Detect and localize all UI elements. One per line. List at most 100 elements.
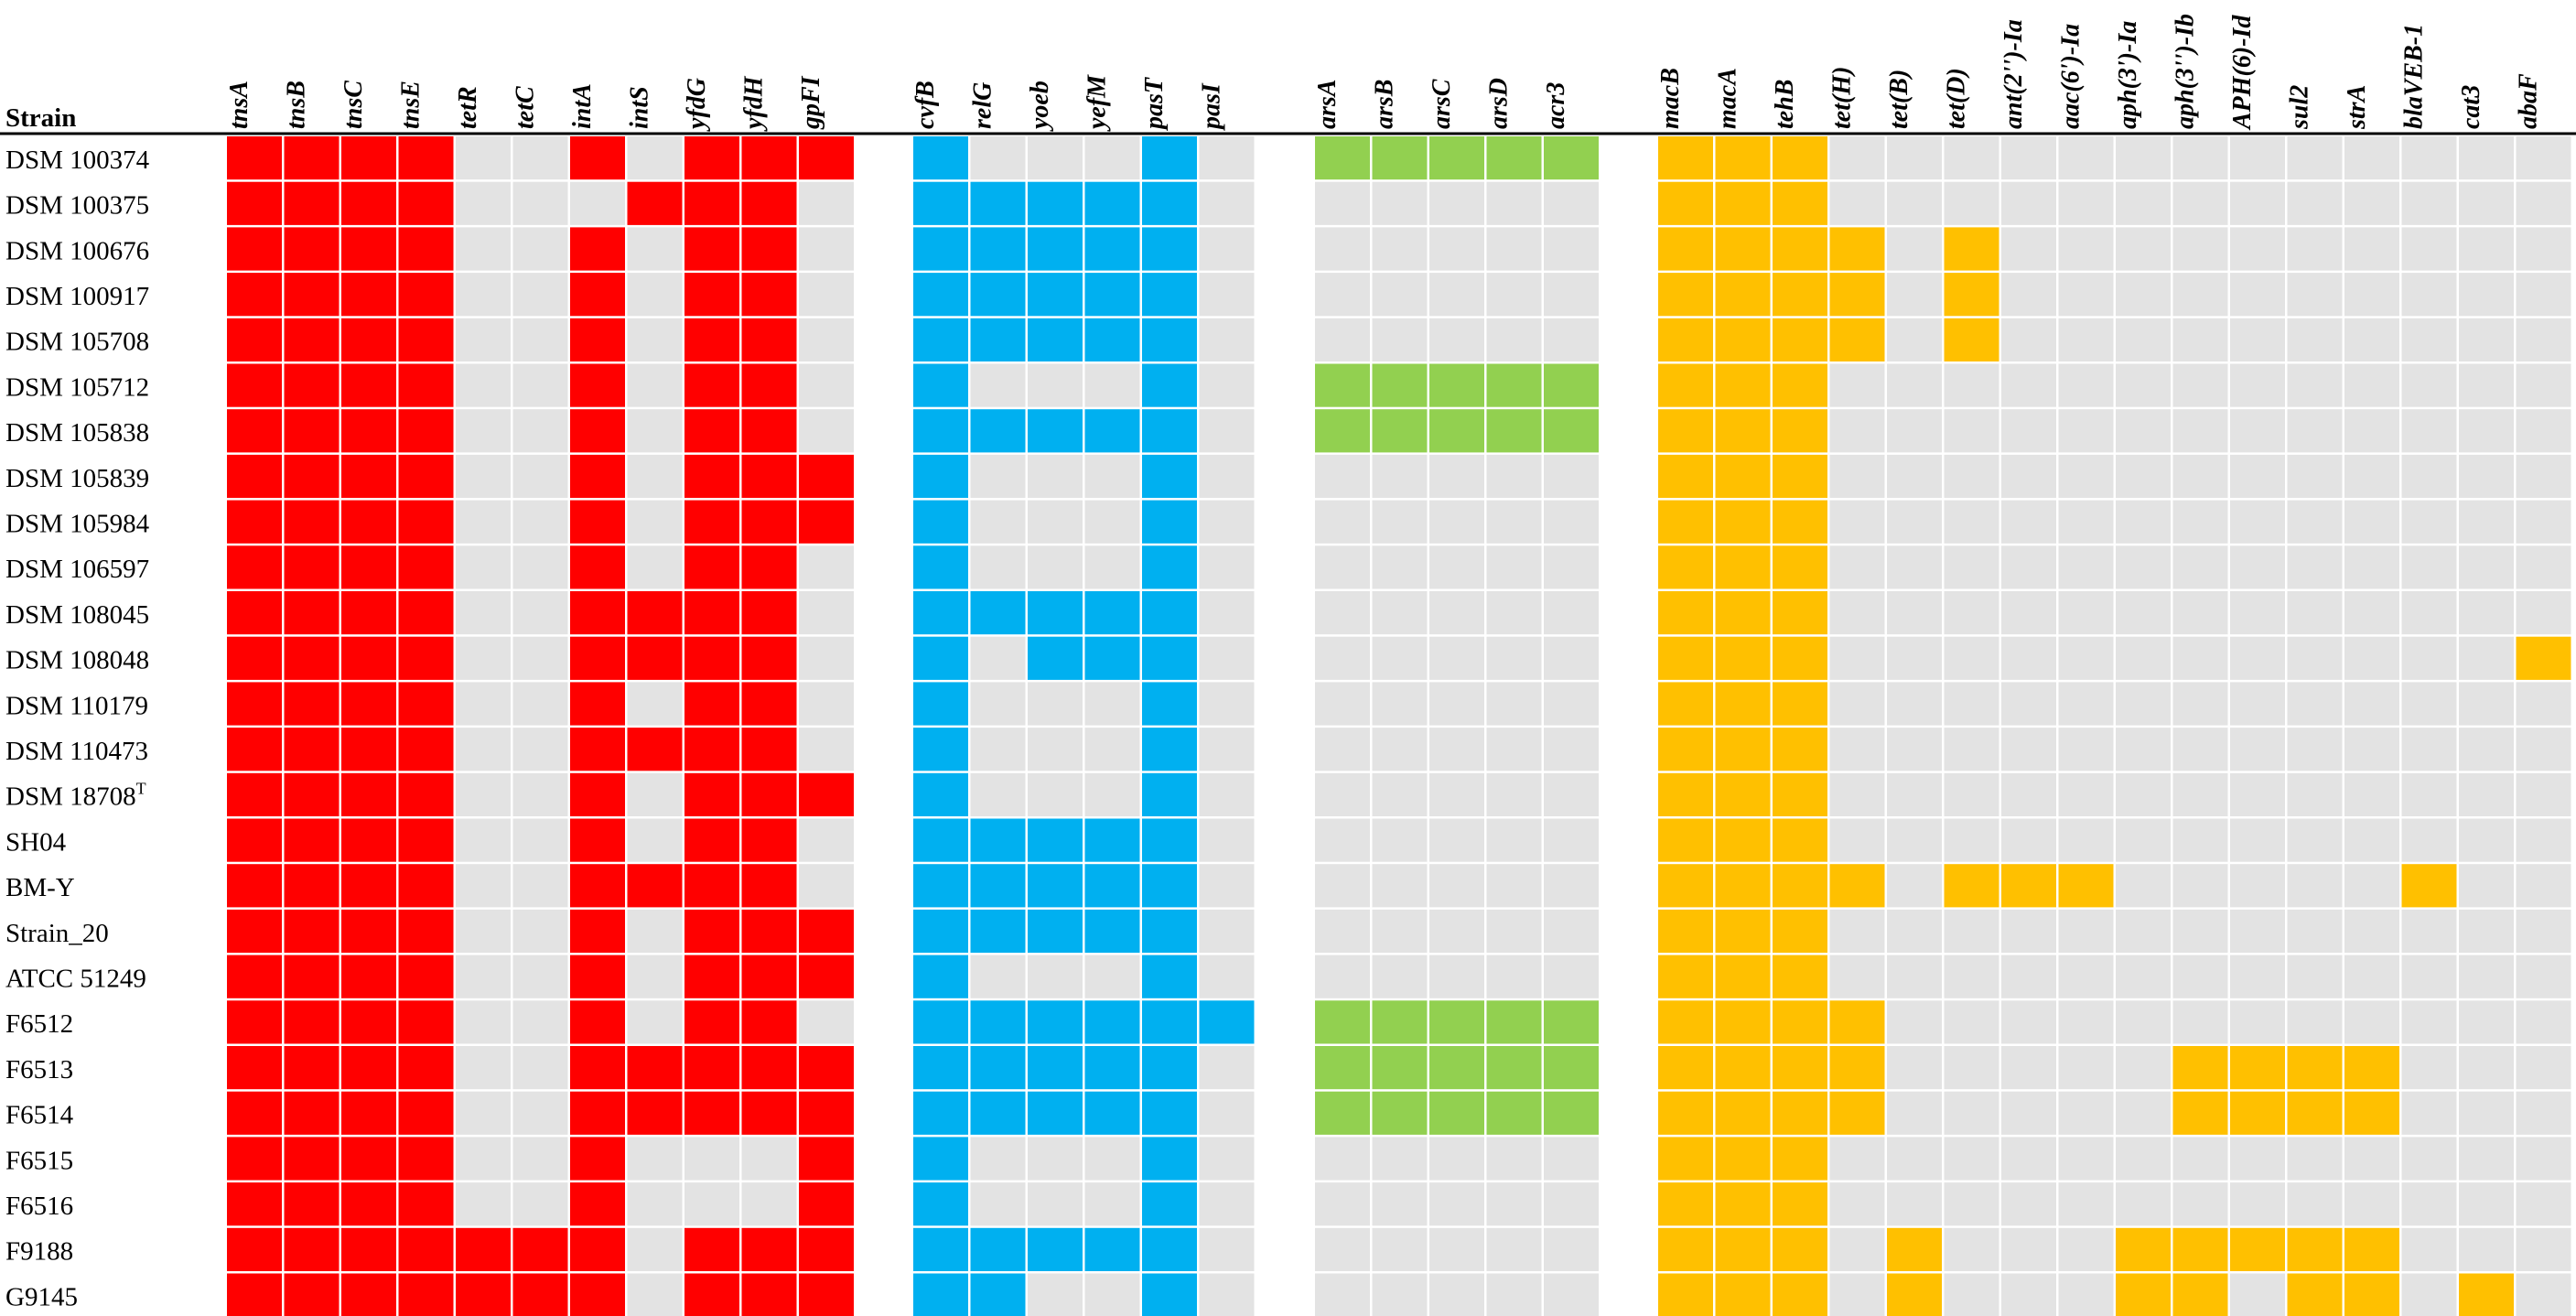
gene-absent-cell — [1028, 728, 1083, 771]
gene-absent-cell — [1199, 454, 1255, 499]
gene-present-cell — [284, 318, 340, 361]
gene-present-cell — [1715, 818, 1771, 862]
gene-absent-cell — [2401, 545, 2457, 589]
gene-absent-cell — [1084, 1273, 1140, 1316]
gene-absent-cell — [1429, 181, 1484, 225]
gene-present-cell — [1715, 363, 1771, 407]
gene-absent-cell — [1544, 682, 1599, 726]
gene-present-cell — [1142, 909, 1197, 954]
gene-absent-cell — [799, 273, 854, 317]
gene-column-label: tnsC — [340, 81, 368, 129]
gene-present-cell — [1658, 864, 1713, 908]
gene-present-cell — [227, 409, 282, 453]
gene-present-cell — [1773, 273, 1827, 317]
gene-absent-cell — [2001, 545, 2056, 589]
gene-absent-cell — [1429, 818, 1484, 862]
gene-absent-cell — [2116, 682, 2171, 726]
gene-present-cell — [799, 955, 854, 998]
gene-absent-cell — [2344, 772, 2399, 816]
gene-absent-cell — [2401, 728, 2457, 771]
gene-present-cell — [227, 227, 282, 271]
gene-absent-cell — [1084, 136, 1140, 180]
gene-column-label: tet(D) — [1943, 68, 1971, 129]
gene-absent-cell — [1315, 181, 1370, 225]
gene-present-cell — [1658, 454, 1713, 499]
gene-absent-cell — [1486, 1273, 1542, 1316]
gene-absent-cell — [2459, 864, 2514, 908]
gene-absent-cell — [627, 1137, 683, 1181]
gene-present-cell — [1715, 636, 1771, 680]
gene-absent-cell — [1429, 728, 1484, 771]
gene-present-cell — [2172, 1046, 2228, 1090]
gene-present-cell — [341, 1182, 396, 1226]
gene-present-cell — [1315, 1046, 1370, 1090]
gene-absent-cell — [1486, 1182, 1542, 1226]
gene-absent-cell — [1372, 318, 1428, 361]
gene-present-cell — [341, 1091, 396, 1135]
gene-absent-cell — [1887, 500, 1942, 544]
gene-absent-cell — [2516, 772, 2571, 816]
gene-present-cell — [227, 363, 282, 407]
gene-absent-cell — [1944, 682, 1999, 726]
gene-absent-cell — [1887, 273, 1942, 317]
gene-present-cell — [227, 500, 282, 544]
gene-present-cell — [227, 728, 282, 771]
gene-present-cell — [1773, 363, 1827, 407]
gene-present-cell — [227, 682, 282, 726]
gene-present-cell — [1773, 318, 1827, 361]
gene-present-cell — [627, 181, 683, 225]
gene-present-cell — [341, 545, 396, 589]
gene-present-cell — [1715, 728, 1771, 771]
gene-absent-cell — [1486, 545, 1542, 589]
gene-present-cell — [1142, 728, 1197, 771]
gene-present-cell — [227, 181, 282, 225]
gene-absent-cell — [2116, 1182, 2171, 1226]
gene-present-cell — [456, 1273, 511, 1316]
gene-absent-cell — [2058, 500, 2114, 544]
gene-present-cell — [341, 682, 396, 726]
gene-absent-cell — [2001, 1227, 2056, 1271]
gene-present-cell — [1658, 818, 1713, 862]
gene-present-cell — [913, 728, 968, 771]
gene-absent-cell — [2172, 454, 2228, 499]
gene-column-label: aac(6')-Ia — [2057, 24, 2086, 129]
gene-present-cell — [684, 1000, 739, 1044]
gene-present-cell — [1773, 409, 1827, 453]
gene-present-cell — [741, 864, 797, 908]
gene-absent-cell — [2001, 728, 2056, 771]
gene-present-cell — [1658, 1182, 1713, 1226]
gene-absent-cell — [2459, 227, 2514, 271]
gene-present-cell — [1486, 1046, 1542, 1090]
gene-absent-cell — [1944, 591, 1999, 635]
gene-present-cell — [913, 409, 968, 453]
gene-absent-cell — [2344, 955, 2399, 998]
gene-present-cell — [684, 500, 739, 544]
gene-present-cell — [398, 864, 454, 908]
gene-absent-cell — [2001, 1000, 2056, 1044]
gene-present-cell — [1658, 318, 1713, 361]
gene-absent-cell — [2287, 136, 2343, 180]
gene-absent-cell — [1372, 454, 1428, 499]
gene-present-cell — [799, 1182, 854, 1226]
gene-absent-cell — [799, 818, 854, 862]
gene-absent-cell — [2287, 818, 2343, 862]
gene-present-cell — [284, 500, 340, 544]
strain-label: DSM 18708T — [5, 780, 146, 812]
gene-present-cell — [1142, 1227, 1197, 1271]
gene-absent-cell — [1486, 864, 1542, 908]
gene-present-cell — [1773, 864, 1827, 908]
gene-absent-cell — [2001, 1182, 2056, 1226]
gene-absent-cell — [2516, 409, 2571, 453]
gene-absent-cell — [2230, 1273, 2285, 1316]
gene-present-cell — [398, 363, 454, 407]
gene-present-cell — [1715, 1273, 1771, 1316]
gene-present-cell — [1715, 1137, 1771, 1181]
gene-present-cell — [2001, 864, 2056, 908]
gene-absent-cell — [2459, 136, 2514, 180]
gene-absent-cell — [1199, 864, 1255, 908]
gene-present-cell — [1315, 1000, 1370, 1044]
gene-absent-cell — [1429, 1182, 1484, 1226]
gene-absent-cell — [2172, 864, 2228, 908]
gene-absent-cell — [1944, 409, 1999, 453]
gene-present-cell — [741, 500, 797, 544]
